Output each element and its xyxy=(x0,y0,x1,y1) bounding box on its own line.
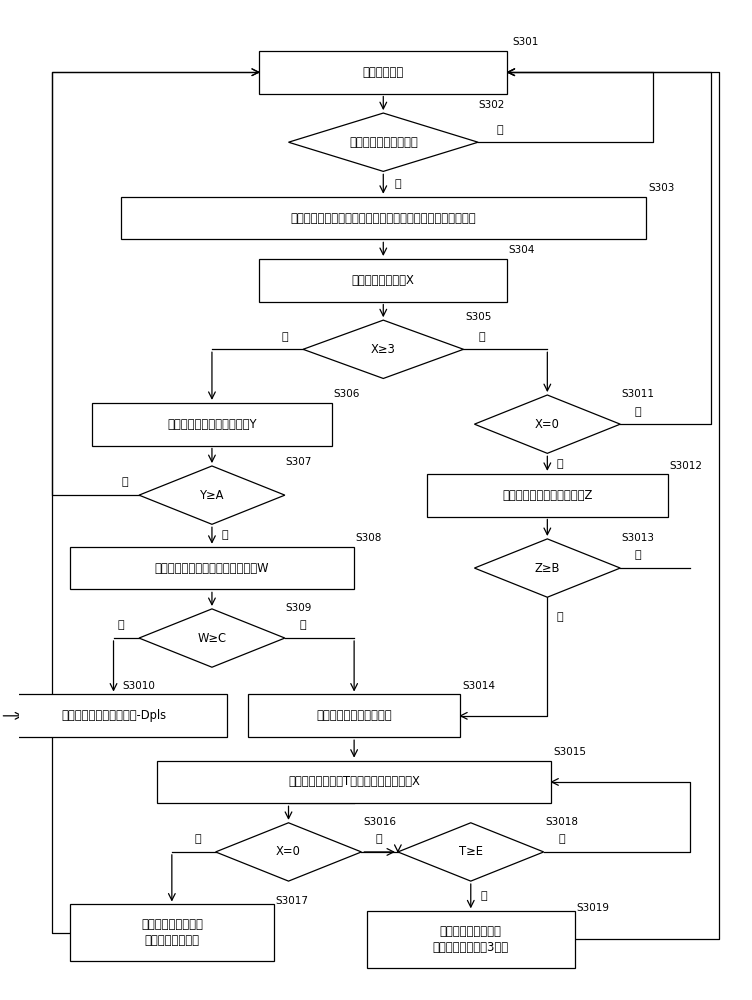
Text: 系统控制电子膨胀阀开度-Dpls: 系统控制电子膨胀阀开度-Dpls xyxy=(61,709,166,722)
Text: S302: S302 xyxy=(479,100,505,110)
Polygon shape xyxy=(216,823,362,881)
Text: 否: 否 xyxy=(635,550,641,560)
FancyBboxPatch shape xyxy=(367,911,575,968)
Text: S3016: S3016 xyxy=(364,817,396,827)
FancyBboxPatch shape xyxy=(427,474,668,517)
Text: S304: S304 xyxy=(508,245,535,255)
Text: S3017: S3017 xyxy=(275,896,308,906)
Polygon shape xyxy=(398,823,544,881)
Text: 系统提取人的数量X: 系统提取人的数量X xyxy=(352,274,414,287)
Polygon shape xyxy=(289,113,478,171)
Text: S309: S309 xyxy=(286,603,312,613)
Text: 是: 是 xyxy=(496,125,503,135)
Text: 是: 是 xyxy=(221,530,228,540)
Text: S3010: S3010 xyxy=(123,681,155,691)
FancyBboxPatch shape xyxy=(70,547,354,589)
FancyBboxPatch shape xyxy=(157,761,551,803)
Text: S3019: S3019 xyxy=(577,903,609,913)
Text: 否: 否 xyxy=(556,459,563,469)
Text: 系统提取室内侧噪声响度值Y: 系统提取室内侧噪声响度值Y xyxy=(167,418,256,431)
Text: 系统控制电子膨胀阀
开启预设初始开度: 系统控制电子膨胀阀 开启预设初始开度 xyxy=(141,918,203,947)
Text: 是: 是 xyxy=(481,891,487,901)
Text: 系统检测内机是否开启: 系统检测内机是否开启 xyxy=(349,136,417,149)
Text: S305: S305 xyxy=(465,312,491,322)
Text: 是: 是 xyxy=(282,332,289,342)
Text: 否: 否 xyxy=(478,332,485,342)
Text: 系统检测内机电子膨胀阀的关闭量W: 系统检测内机电子膨胀阀的关闭量W xyxy=(155,562,269,575)
Polygon shape xyxy=(475,395,620,453)
Polygon shape xyxy=(475,539,620,597)
Text: S303: S303 xyxy=(648,183,675,193)
Text: S3011: S3011 xyxy=(622,389,655,399)
Text: X≥3: X≥3 xyxy=(371,343,396,356)
Polygon shape xyxy=(303,320,463,378)
FancyBboxPatch shape xyxy=(248,694,459,737)
Text: 否: 否 xyxy=(299,620,306,630)
Text: 否: 否 xyxy=(376,834,383,844)
Text: Y≥A: Y≥A xyxy=(200,489,224,502)
Text: S301: S301 xyxy=(512,37,538,47)
FancyBboxPatch shape xyxy=(259,259,508,302)
Text: 是: 是 xyxy=(635,407,641,417)
Text: 否: 否 xyxy=(394,179,401,189)
FancyBboxPatch shape xyxy=(70,904,274,961)
Text: T≥E: T≥E xyxy=(459,845,483,858)
Text: Z≥B: Z≥B xyxy=(535,562,560,575)
Text: 系统记录关闭时长T、实时提取热源个数X: 系统记录关闭时长T、实时提取热源个数X xyxy=(288,775,420,788)
Text: 是: 是 xyxy=(556,612,563,622)
FancyBboxPatch shape xyxy=(1,694,226,737)
Text: 机组正常运行: 机组正常运行 xyxy=(362,66,404,79)
Text: S3014: S3014 xyxy=(462,681,496,691)
Text: S3018: S3018 xyxy=(545,817,578,827)
Text: S307: S307 xyxy=(286,457,312,467)
Text: S3013: S3013 xyxy=(622,533,655,543)
Text: 否: 否 xyxy=(558,834,565,844)
FancyBboxPatch shape xyxy=(121,197,646,239)
Text: S3012: S3012 xyxy=(670,461,703,471)
Text: 是: 是 xyxy=(118,620,124,630)
Text: X=0: X=0 xyxy=(535,418,559,431)
FancyBboxPatch shape xyxy=(259,51,508,94)
Text: 系统控制电子膨胀阀
开启预设初始开度3分钟: 系统控制电子膨胀阀 开启预设初始开度3分钟 xyxy=(432,925,509,954)
Text: S306: S306 xyxy=(334,389,360,399)
Polygon shape xyxy=(139,609,285,667)
Text: 红外热源传感器检测热源个数，噪声传感器采集内机噪声数据: 红外热源传感器检测热源个数，噪声传感器采集内机噪声数据 xyxy=(290,212,476,225)
Text: 是: 是 xyxy=(194,834,201,844)
Text: S308: S308 xyxy=(356,533,382,543)
FancyBboxPatch shape xyxy=(92,403,332,446)
Text: 系统控制电子膨胀阀关闭: 系统控制电子膨胀阀关闭 xyxy=(317,709,392,722)
Text: W≥C: W≥C xyxy=(198,632,226,645)
Text: 否: 否 xyxy=(122,478,128,488)
Text: 系统提取室内侧噪声响度值Z: 系统提取室内侧噪声响度值Z xyxy=(502,489,593,502)
Text: X=0: X=0 xyxy=(276,845,301,858)
Text: S3015: S3015 xyxy=(553,747,586,757)
Polygon shape xyxy=(139,466,285,524)
